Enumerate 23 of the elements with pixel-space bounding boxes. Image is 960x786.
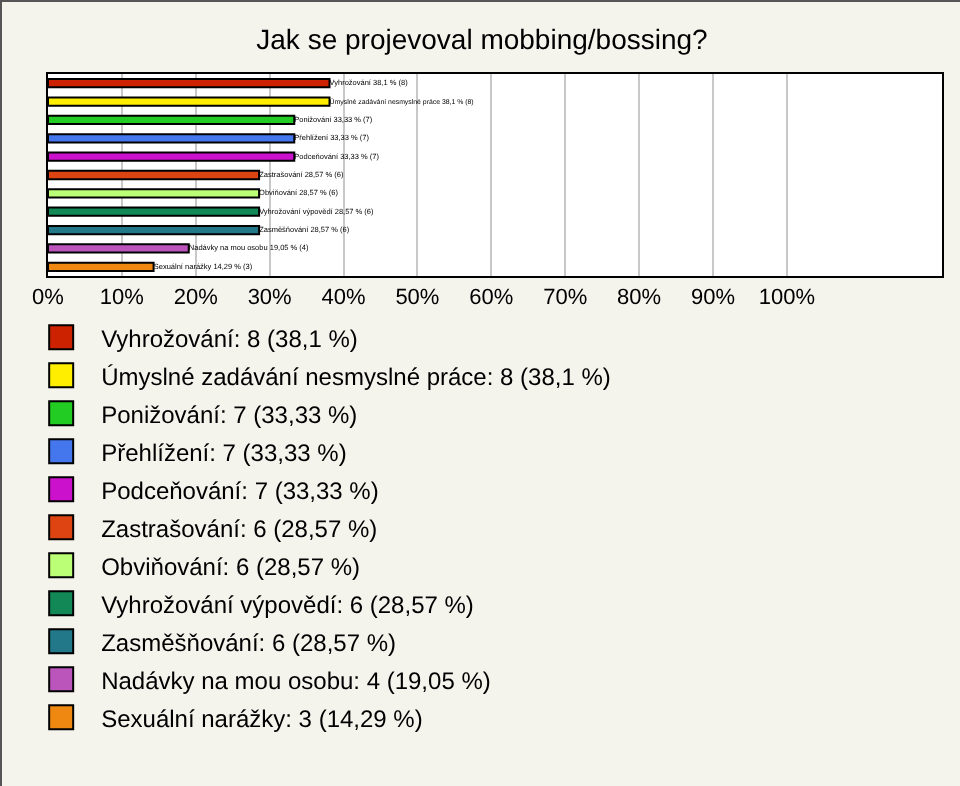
- legend-label: Přehlížení: 7 (33,33 %): [101, 438, 347, 467]
- legend-label: Zasměšňování: 6 (28,57 %): [101, 628, 396, 657]
- legend-label: Vyhrožování: 8 (38,1 %): [101, 324, 358, 353]
- x-tick-label: 20%: [173, 286, 219, 311]
- x-tick-label: 80%: [617, 286, 662, 311]
- legend-label: Ponižování: 7 (33,33 %): [101, 400, 358, 429]
- legend-label: Vyhrožování výpovědí: 6 (28,57 %): [101, 590, 474, 619]
- legend-label: Úmyslné zadávání nesmyslné práce: 8 (38,1 %): [101, 362, 611, 391]
- legend-label: Zastrašování: 6 (28,57 %): [101, 514, 378, 543]
- x-tick-label: 0%: [32, 286, 65, 311]
- chart-title: Jak se projevoval mobbing/bossing?: [256, 23, 709, 56]
- x-tick-label: 30%: [247, 286, 293, 311]
- legend-label: Obviňování: 6 (28,57 %): [101, 552, 360, 581]
- x-tick-label: 70%: [543, 286, 588, 311]
- legend-label: Podceňování: 7 (33,33 %): [101, 476, 379, 505]
- x-tick-label: 90%: [690, 286, 736, 311]
- x-tick-label: 40%: [321, 286, 366, 311]
- legend-label: Nadávky na mou osobu: 4 (19,05 %): [101, 666, 491, 695]
- x-tick-label: 60%: [469, 286, 514, 311]
- legend-label: Sexuální narážky: 3 (14,29 %): [101, 704, 423, 733]
- x-tick-label: 100%: [758, 286, 816, 311]
- x-tick-label: 10%: [99, 286, 145, 311]
- x-tick-label: 50%: [395, 286, 440, 311]
